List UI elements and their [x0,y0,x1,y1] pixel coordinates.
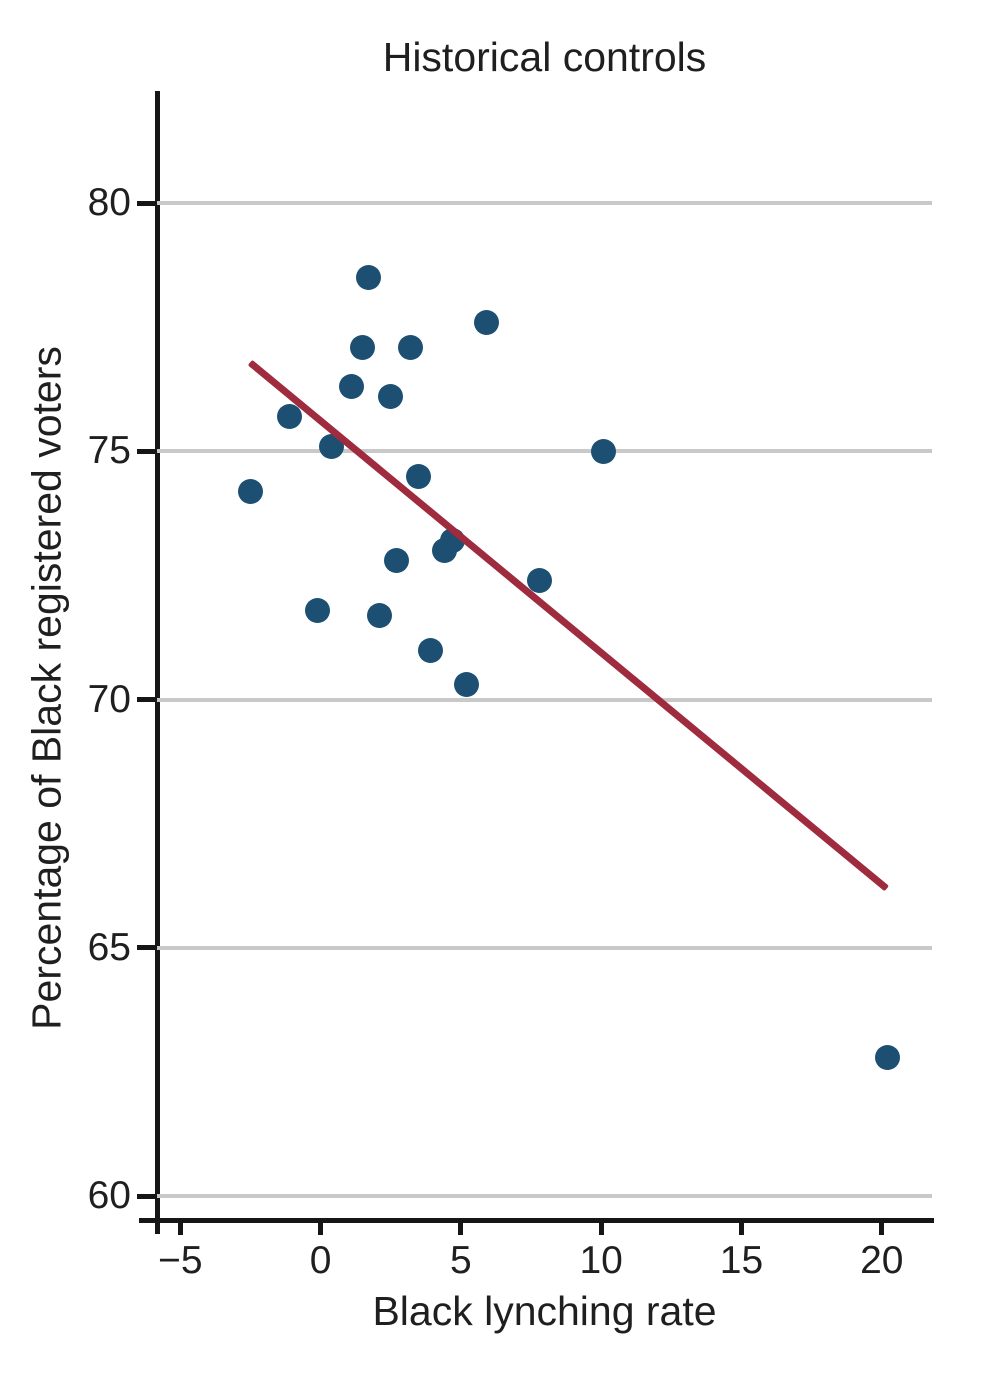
x-tick [738,1223,744,1235]
data-point [397,334,423,360]
x-axis-line [139,1218,934,1223]
data-point [355,265,381,291]
y-tick [137,697,157,703]
x-tick-label: 5 [450,1239,472,1282]
data-point [473,309,499,335]
data-point [383,548,409,574]
data-point [277,404,303,430]
data-point [526,568,552,594]
data-point [338,374,364,400]
data-point [591,438,617,464]
data-point [453,672,479,698]
x-tick [177,1223,183,1235]
y-tick [137,1193,157,1199]
fit-line [248,359,890,892]
x-tick [458,1223,464,1235]
y-tick-label: 80 [87,181,131,225]
data-point [431,538,457,564]
y-tick-label: 60 [87,1174,131,1218]
x-tick [318,1223,324,1235]
y-tick-label: 65 [87,925,131,969]
y-tick [137,200,157,206]
y-tick-label: 70 [87,677,131,721]
x-tick-label: 10 [579,1239,623,1282]
x-tick-label: −5 [158,1239,203,1282]
y-gridline [157,449,932,454]
data-point [367,602,392,628]
y-gridline [157,697,932,702]
x-tick-label: 20 [860,1239,904,1282]
x-tick [598,1223,604,1235]
y-gridline [157,1194,932,1199]
y-tick-label: 75 [87,429,131,473]
x-axis-title: Black lynching rate [372,1288,717,1334]
y-gridline [157,945,932,950]
data-point [378,384,404,410]
data-point [417,637,443,663]
data-point [305,597,331,623]
x-tick-label: 15 [719,1239,764,1282]
y-tick [137,448,157,454]
x-tick [879,1223,885,1235]
y-axis-line [154,91,160,1234]
chart-title: Historical controls [382,34,707,80]
data-point [237,478,263,504]
y-gridline [157,201,932,206]
data-point [350,334,376,360]
x-tick-label: 0 [309,1239,332,1282]
data-point [406,463,432,489]
y-tick [137,945,157,951]
data-point [874,1044,900,1070]
